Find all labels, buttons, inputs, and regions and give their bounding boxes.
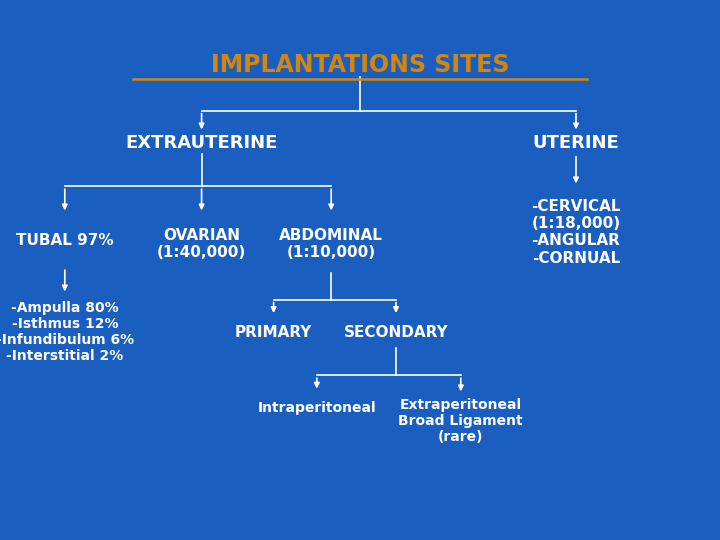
Text: Intraperitoneal: Intraperitoneal xyxy=(258,401,376,415)
Text: -Ampulla 80%
-Isthmus 12%
-Infundibulum 6%
-Interstitial 2%: -Ampulla 80% -Isthmus 12% -Infundibulum … xyxy=(0,301,134,363)
Text: SECONDARY: SECONDARY xyxy=(343,325,449,340)
Text: IMPLANTATIONS SITES: IMPLANTATIONS SITES xyxy=(211,53,509,77)
Text: EXTRAUTERINE: EXTRAUTERINE xyxy=(125,134,278,152)
Text: TUBAL 97%: TUBAL 97% xyxy=(16,233,114,248)
Text: Extraperitoneal
Broad Ligament
(rare): Extraperitoneal Broad Ligament (rare) xyxy=(398,398,523,444)
Text: OVARIAN
(1:40,000): OVARIAN (1:40,000) xyxy=(157,228,246,260)
Text: ABDOMINAL
(1:10,000): ABDOMINAL (1:10,000) xyxy=(279,228,383,260)
Text: UTERINE: UTERINE xyxy=(533,134,619,152)
Text: PRIMARY: PRIMARY xyxy=(235,325,312,340)
Text: -CERVICAL
(1:18,000)
-ANGULAR
-CORNUAL: -CERVICAL (1:18,000) -ANGULAR -CORNUAL xyxy=(531,199,621,266)
